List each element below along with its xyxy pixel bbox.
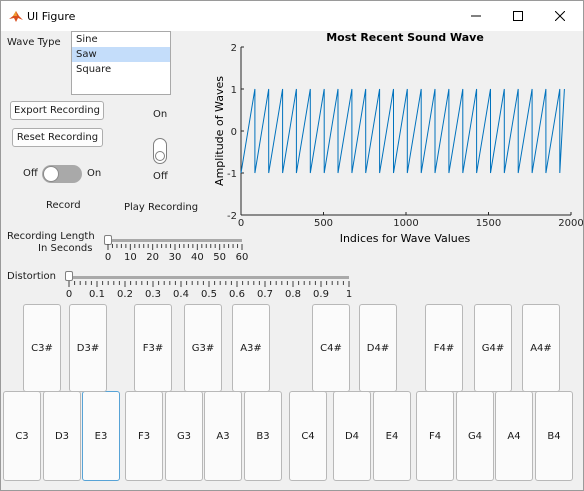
record-switch-on-label: On — [87, 168, 102, 179]
y-tick-label: 0 — [231, 127, 237, 138]
recording-length-label: Recording Length — [7, 231, 95, 242]
recording-length-track[interactable] — [108, 239, 242, 242]
plot-axes — [240, 46, 572, 216]
x-tick-label: 1500 — [476, 218, 501, 229]
recording-length-tick-label: 40 — [190, 252, 204, 263]
distortion-tick-label: 0.8 — [285, 289, 301, 300]
wave-type-label: Wave Type — [7, 37, 61, 48]
distortion-track[interactable] — [69, 276, 349, 279]
piano-key-f3[interactable]: F3 — [125, 391, 163, 481]
recording-length-tick-label: 60 — [235, 252, 249, 263]
play-switch-off-label: Off — [153, 171, 168, 182]
distortion-tick-label: 0.6 — [229, 289, 245, 300]
piano-key-g3-sharp[interactable]: G3# — [184, 304, 222, 392]
plot-title: Most Recent Sound Wave — [326, 31, 484, 44]
y-tick-label: -2 — [227, 211, 237, 222]
maximize-button[interactable] — [497, 1, 539, 31]
recording-length-tick-label: 30 — [168, 252, 182, 263]
piano-key-f4[interactable]: F4 — [416, 391, 454, 481]
x-tick-label: 2000 — [558, 218, 583, 229]
distortion-thumb[interactable] — [65, 271, 73, 281]
recording-length-ticks — [107, 244, 243, 250]
recording-length-tick-label: 10 — [123, 252, 137, 263]
piano-key-f3-sharp[interactable]: F3# — [134, 304, 172, 392]
piano-key-c3[interactable]: C3 — [3, 391, 41, 481]
distortion-tick-label: 0.5 — [201, 289, 217, 300]
piano-key-e4[interactable]: E4 — [373, 391, 411, 481]
distortion-label: Distortion — [7, 271, 56, 282]
y-tick-label: 1 — [231, 85, 237, 96]
distortion-tick-label: 0.9 — [313, 289, 329, 300]
x-tick-label: 1000 — [393, 218, 418, 229]
y-tick-label: -1 — [227, 169, 237, 180]
piano-key-c4-sharp[interactable]: C4# — [312, 304, 350, 392]
record-caption: Record — [46, 200, 81, 211]
piano-key-g4-sharp[interactable]: G4# — [474, 304, 512, 392]
distortion-tick-label: 0 — [65, 289, 73, 300]
record-switch-off-label: Off — [23, 168, 38, 179]
minimize-button[interactable] — [455, 1, 497, 31]
play-switch-on-label: On — [153, 109, 168, 120]
piano-key-a3-sharp[interactable]: A3# — [232, 304, 270, 392]
export-recording-button[interactable]: Export Recording — [10, 101, 104, 120]
reset-recording-button[interactable]: Reset Recording — [12, 128, 103, 147]
distortion-ticks — [68, 281, 350, 287]
x-tick-label: 0 — [238, 218, 244, 229]
piano-key-d3[interactable]: D3 — [43, 391, 81, 481]
piano-key-d3-sharp[interactable]: D3# — [69, 304, 107, 392]
piano-key-a3[interactable]: A3 — [204, 391, 242, 481]
wave-option-square[interactable]: Square — [76, 64, 112, 75]
window-title: UI Figure — [27, 10, 76, 23]
minimize-icon — [471, 15, 481, 17]
distortion-tick-label: 0.2 — [117, 289, 133, 300]
figure-content: Wave Type Sine Saw Square Export Recordi… — [1, 31, 583, 490]
piano-key-g3[interactable]: G3 — [165, 391, 203, 481]
piano-key-d4-sharp[interactable]: D4# — [359, 304, 397, 392]
piano-key-g4[interactable]: G4 — [456, 391, 494, 481]
distortion-tick-label: 0.1 — [89, 289, 105, 300]
close-button[interactable] — [539, 1, 581, 31]
wave-type-listbox[interactable]: Sine Saw Square — [71, 31, 171, 95]
distortion-tick-label: 0.4 — [173, 289, 189, 300]
piano-key-a4[interactable]: A4 — [495, 391, 533, 481]
x-tick-labels: 0 500 1000 1500 2000 — [238, 218, 583, 229]
distortion-tick-label: 0.7 — [257, 289, 273, 300]
distortion-tick-label: 1 — [345, 289, 353, 300]
recording-length-tick-label: 20 — [146, 252, 160, 263]
piano-key-b3[interactable]: B3 — [244, 391, 282, 481]
switch-knob — [43, 166, 59, 182]
piano-key-a4-sharp[interactable]: A4# — [522, 304, 560, 392]
piano-key-b4[interactable]: B4 — [535, 391, 573, 481]
x-axis-label: Indices for Wave Values — [340, 232, 471, 243]
record-switch[interactable] — [42, 165, 82, 183]
matlab-logo-icon — [9, 11, 23, 22]
close-icon — [555, 11, 565, 21]
piano-key-d4[interactable]: D4 — [333, 391, 371, 481]
distortion-tick-label: 0.3 — [145, 289, 161, 300]
sound-wave-plot[interactable]: Most Recent Sound Wave Indices for Wave … — [203, 31, 583, 243]
maximize-icon — [513, 11, 523, 21]
piano-key-c3-sharp[interactable]: C3# — [23, 304, 61, 392]
piano-keyboard: C3 D3 E3 F3 G3 A3 B3 C4 D4 E4 F4 G4 A4 B4 C3# D3# F3# G3#… — [1, 301, 583, 490]
y-axis-label: Amplitude of Waves — [213, 76, 226, 186]
recording-length-tick-label: 50 — [213, 252, 227, 263]
piano-key-f4-sharp[interactable]: F4# — [425, 304, 463, 392]
x-tick-label: 500 — [314, 218, 333, 229]
y-tick-label: 2 — [231, 43, 237, 54]
wave-option-saw[interactable]: Saw — [72, 47, 170, 62]
recording-length-sublabel: In Seconds — [38, 243, 93, 254]
title-bar: UI Figure — [1, 1, 583, 31]
piano-key-e3[interactable]: E3 — [82, 391, 120, 481]
sawtooth-series-line — [240, 88, 565, 174]
switch-knob — [155, 151, 165, 161]
play-recording-switch[interactable] — [153, 138, 167, 164]
play-recording-caption: Play Recording — [124, 202, 199, 213]
piano-key-c4[interactable]: C4 — [289, 391, 327, 481]
y-tick-labels: -2 -1 0 1 2 — [227, 43, 237, 222]
wave-option-sine[interactable]: Sine — [76, 34, 98, 45]
recording-length-tick-label: 0 — [104, 252, 112, 263]
